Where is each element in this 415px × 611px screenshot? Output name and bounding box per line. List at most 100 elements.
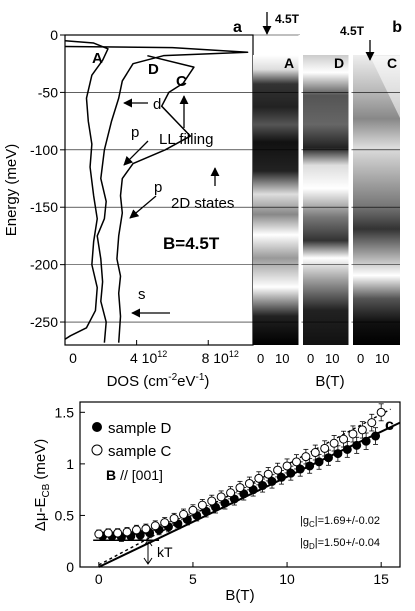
- panel-c-ticks: 0 5 10 15 0 0.5 1 1.5: [55, 404, 390, 587]
- c-x-tick-label: 10: [279, 571, 295, 587]
- heatmap-d: [303, 55, 350, 345]
- panel-a-gridlines: [65, 34, 253, 323]
- panel-a-curves: [64, 39, 249, 343]
- panel-b-heatmaps: b A D C 4.5T 4.5T 0 10 0 10 0 10 B(T): [253, 12, 402, 390]
- data-point-sample-C: [160, 518, 170, 528]
- data-point-sample-C: [273, 465, 283, 475]
- field-mark-1: 4.5T: [275, 12, 300, 26]
- data-point-sample-C: [254, 473, 264, 483]
- a-x-tick-label: 8 1012: [202, 349, 239, 366]
- panel-a-y-ticks: 0 -50 -100 -150 -200 -250: [30, 27, 65, 330]
- c-y-tick-label: 1.5: [55, 404, 75, 420]
- data-point-sample-D: [258, 481, 268, 491]
- annotation-d: d: [153, 96, 161, 113]
- curve-label-d: D: [148, 61, 159, 78]
- panel-c-frame: [79, 401, 401, 568]
- legend-marker-sample-d: [92, 422, 102, 432]
- g-factor-c: |gC|=1.69+/-0.02: [300, 515, 380, 529]
- data-point-sample-D: [305, 461, 315, 471]
- c-y-tick-label: 0.5: [55, 507, 75, 523]
- b-tick-2: 0: [307, 351, 314, 366]
- data-point-sample-D: [352, 440, 362, 450]
- dos-curve-a: [64, 39, 109, 340]
- data-point-sample-C: [188, 505, 198, 515]
- data-point-sample-C: [329, 438, 339, 448]
- data-point-sample-C: [244, 478, 254, 488]
- panel-c-label: c: [385, 417, 394, 434]
- data-point-sample-C: [131, 525, 141, 535]
- c-x-tick-label: 0: [95, 571, 103, 587]
- b-tick-1: 10: [275, 351, 289, 366]
- data-point-sample-C: [197, 500, 207, 510]
- panel-b-x-axis-label: B(T): [315, 373, 344, 390]
- fit-C-line: [98, 408, 391, 566]
- dos-curve-d: [64, 45, 249, 343]
- sample-label-c: C: [387, 55, 397, 71]
- c-y-tick-label: 0: [66, 559, 74, 575]
- heatmap-a: [253, 55, 300, 345]
- annotation-s: s: [138, 286, 146, 303]
- a-y-tick-label: 0: [50, 27, 58, 43]
- b-tick-0: 0: [257, 351, 264, 366]
- data-point-sample-D: [342, 444, 352, 454]
- arrow-p2: [129, 195, 157, 219]
- panel-c-points: [94, 403, 386, 542]
- data-point-sample-D: [333, 449, 343, 459]
- data-point-sample-D: [323, 453, 333, 463]
- data-point-sample-C: [263, 469, 273, 479]
- heatmap-c: [353, 55, 400, 345]
- sample-label-d: D: [334, 55, 344, 71]
- data-point-sample-C: [103, 528, 113, 538]
- field-mark-2: 4.5T: [340, 24, 365, 38]
- dos-curve-c: [116, 54, 195, 343]
- g-factor-d: |gD|=1.50+/-0.04: [300, 537, 380, 551]
- panel-c-x-axis-label: B(T): [225, 587, 254, 604]
- data-point-sample-C: [291, 457, 301, 467]
- data-point-sample-C: [141, 524, 151, 534]
- annotation-p2: p: [154, 179, 162, 196]
- panel-a-x-ticks: 0 4 1012 8 1012: [64, 340, 239, 366]
- arrow-p1: [123, 140, 149, 166]
- annotation-ll-filling: LL filling: [159, 131, 213, 148]
- sample-label-a: A: [284, 55, 294, 71]
- data-point-sample-C: [235, 483, 245, 493]
- legend-label-sample-d: sample D: [108, 420, 172, 437]
- a-y-tick-label: -150: [30, 199, 58, 215]
- data-point-sample-C: [348, 429, 358, 439]
- panel-a-dos-plot: 0 -50 -100 -150 -200 -250 0 4 1012 8 1012 Energ…: [3, 19, 254, 390]
- panel-a-y-axis-label: Energy (meV): [3, 144, 20, 237]
- data-point-sample-C: [216, 492, 226, 502]
- field-label: B=4.5T: [163, 234, 220, 253]
- legend-marker-sample-c: [91, 444, 103, 456]
- c-x-tick-label: 15: [373, 571, 389, 587]
- data-point-sample-C: [301, 452, 311, 462]
- b-tick-3: 10: [325, 351, 339, 366]
- annotation-2d-states: 2D states: [171, 195, 234, 212]
- curve-label-a: A: [92, 50, 103, 67]
- kt-bracket-arrows: [143, 539, 153, 565]
- a-x-tick-label: 4 1012: [130, 349, 167, 366]
- data-point-sample-C: [339, 434, 349, 444]
- legend-label-sample-c: sample C: [108, 443, 172, 460]
- data-point-sample-C: [226, 488, 236, 498]
- panel-b-label: b: [392, 19, 402, 36]
- data-point-sample-D: [267, 476, 277, 486]
- panel-a-x-axis-label: DOS (cm-2eV-1): [107, 372, 210, 390]
- a-y-tick-label: -200: [30, 257, 58, 273]
- data-point-sample-C: [207, 496, 217, 506]
- a-y-tick-label: -250: [30, 314, 58, 330]
- annotation-p1: p: [131, 124, 139, 141]
- data-point-sample-D: [371, 431, 381, 441]
- data-point-sample-C: [179, 509, 189, 519]
- data-point-sample-C: [357, 425, 367, 435]
- data-point-sample-D: [314, 457, 324, 467]
- direction-label: B// [001]: [106, 467, 163, 483]
- a-x-tick-label: 0: [69, 350, 77, 366]
- a-y-tick-label: -100: [30, 142, 58, 158]
- panel-b-header-bg: [300, 25, 400, 37]
- c-y-tick-label: 1: [66, 456, 74, 472]
- data-point-sample-C: [113, 528, 123, 538]
- data-point-sample-C: [94, 529, 104, 539]
- data-point-sample-C: [320, 443, 330, 453]
